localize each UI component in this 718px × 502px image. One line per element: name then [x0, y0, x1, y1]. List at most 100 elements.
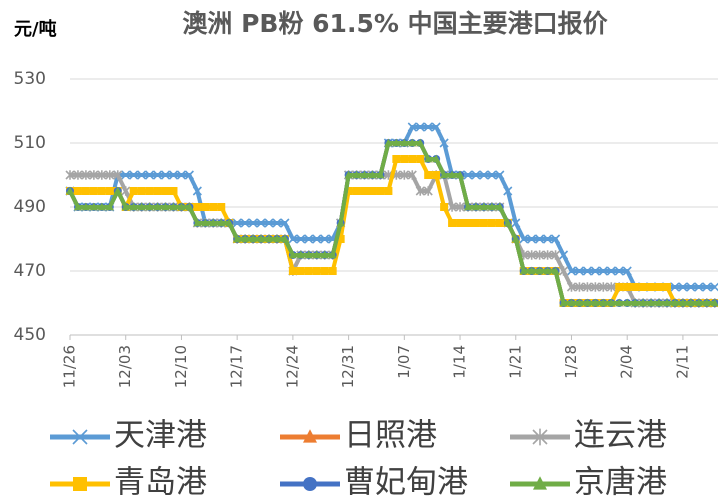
marker [647, 283, 656, 291]
marker [591, 298, 600, 307]
marker [495, 170, 505, 180]
marker [303, 429, 317, 443]
marker [312, 250, 321, 259]
marker [320, 250, 329, 259]
marker [598, 266, 608, 276]
marker [566, 266, 577, 276]
marker [574, 282, 585, 292]
marker [105, 202, 114, 211]
marker [432, 154, 441, 163]
x-tick-label: 12/03 [116, 345, 134, 388]
marker [129, 170, 139, 180]
marker [177, 202, 186, 211]
marker [606, 282, 616, 292]
marker [81, 202, 90, 211]
marker [639, 298, 648, 307]
marker [423, 186, 433, 196]
marker [623, 283, 632, 291]
marker [631, 298, 640, 307]
marker [121, 170, 131, 180]
marker [439, 138, 449, 148]
marker [288, 234, 298, 244]
marker [607, 298, 616, 307]
marker [272, 218, 282, 228]
legend-label: 天津港 [114, 418, 207, 454]
marker [105, 170, 115, 180]
marker [663, 283, 671, 291]
marker [639, 283, 648, 291]
marker [440, 170, 449, 179]
marker [702, 298, 711, 307]
marker [527, 250, 537, 260]
marker [400, 155, 409, 163]
marker [519, 266, 528, 275]
marker [312, 267, 321, 275]
marker [280, 218, 290, 228]
marker [73, 477, 87, 491]
marker [678, 298, 687, 307]
marker [217, 203, 226, 211]
marker [479, 202, 488, 211]
marker [415, 186, 425, 196]
x-tick-label: 2/11 [673, 345, 691, 379]
marker [280, 234, 289, 243]
y-tick-label: 470 [14, 261, 46, 281]
marker [598, 282, 608, 292]
marker [574, 266, 585, 276]
marker [400, 138, 409, 147]
marker [503, 186, 513, 196]
marker [464, 202, 472, 211]
marker [694, 298, 703, 307]
marker [296, 267, 305, 275]
marker [153, 202, 162, 211]
marker [161, 187, 170, 195]
marker [65, 170, 75, 180]
marker [192, 186, 202, 196]
marker [464, 219, 472, 227]
marker [81, 187, 90, 195]
marker [606, 266, 616, 276]
marker [225, 218, 234, 227]
marker [384, 138, 393, 147]
marker [233, 234, 242, 243]
marker [655, 283, 664, 291]
marker [511, 234, 520, 243]
marker [153, 187, 162, 195]
marker [550, 250, 561, 260]
legend-label: 青岛港 [114, 465, 207, 501]
marker [559, 298, 568, 307]
marker [487, 202, 496, 211]
marker [368, 187, 377, 195]
marker [249, 234, 258, 243]
marker [448, 170, 457, 179]
marker [97, 170, 107, 180]
legend-label: 连云港 [574, 418, 667, 454]
marker [145, 170, 155, 180]
marker [304, 234, 314, 244]
marker [495, 219, 504, 227]
marker [663, 298, 671, 307]
marker [89, 170, 99, 180]
marker [303, 477, 317, 491]
x-tick-label: 1/21 [506, 345, 524, 379]
marker [89, 187, 98, 195]
marker [320, 267, 329, 275]
marker [193, 218, 202, 227]
marker [551, 266, 560, 275]
marker [456, 219, 465, 227]
marker [647, 298, 656, 307]
marker [407, 122, 417, 132]
marker [73, 170, 83, 180]
marker [670, 282, 680, 292]
y-axis-label: 元/吨 [14, 18, 57, 40]
marker [487, 219, 496, 227]
marker [304, 250, 313, 259]
marker [407, 170, 417, 180]
marker [432, 171, 441, 179]
series-line [70, 157, 715, 305]
marker [558, 266, 569, 276]
marker [89, 202, 98, 211]
marker [423, 122, 433, 132]
marker [344, 187, 353, 195]
